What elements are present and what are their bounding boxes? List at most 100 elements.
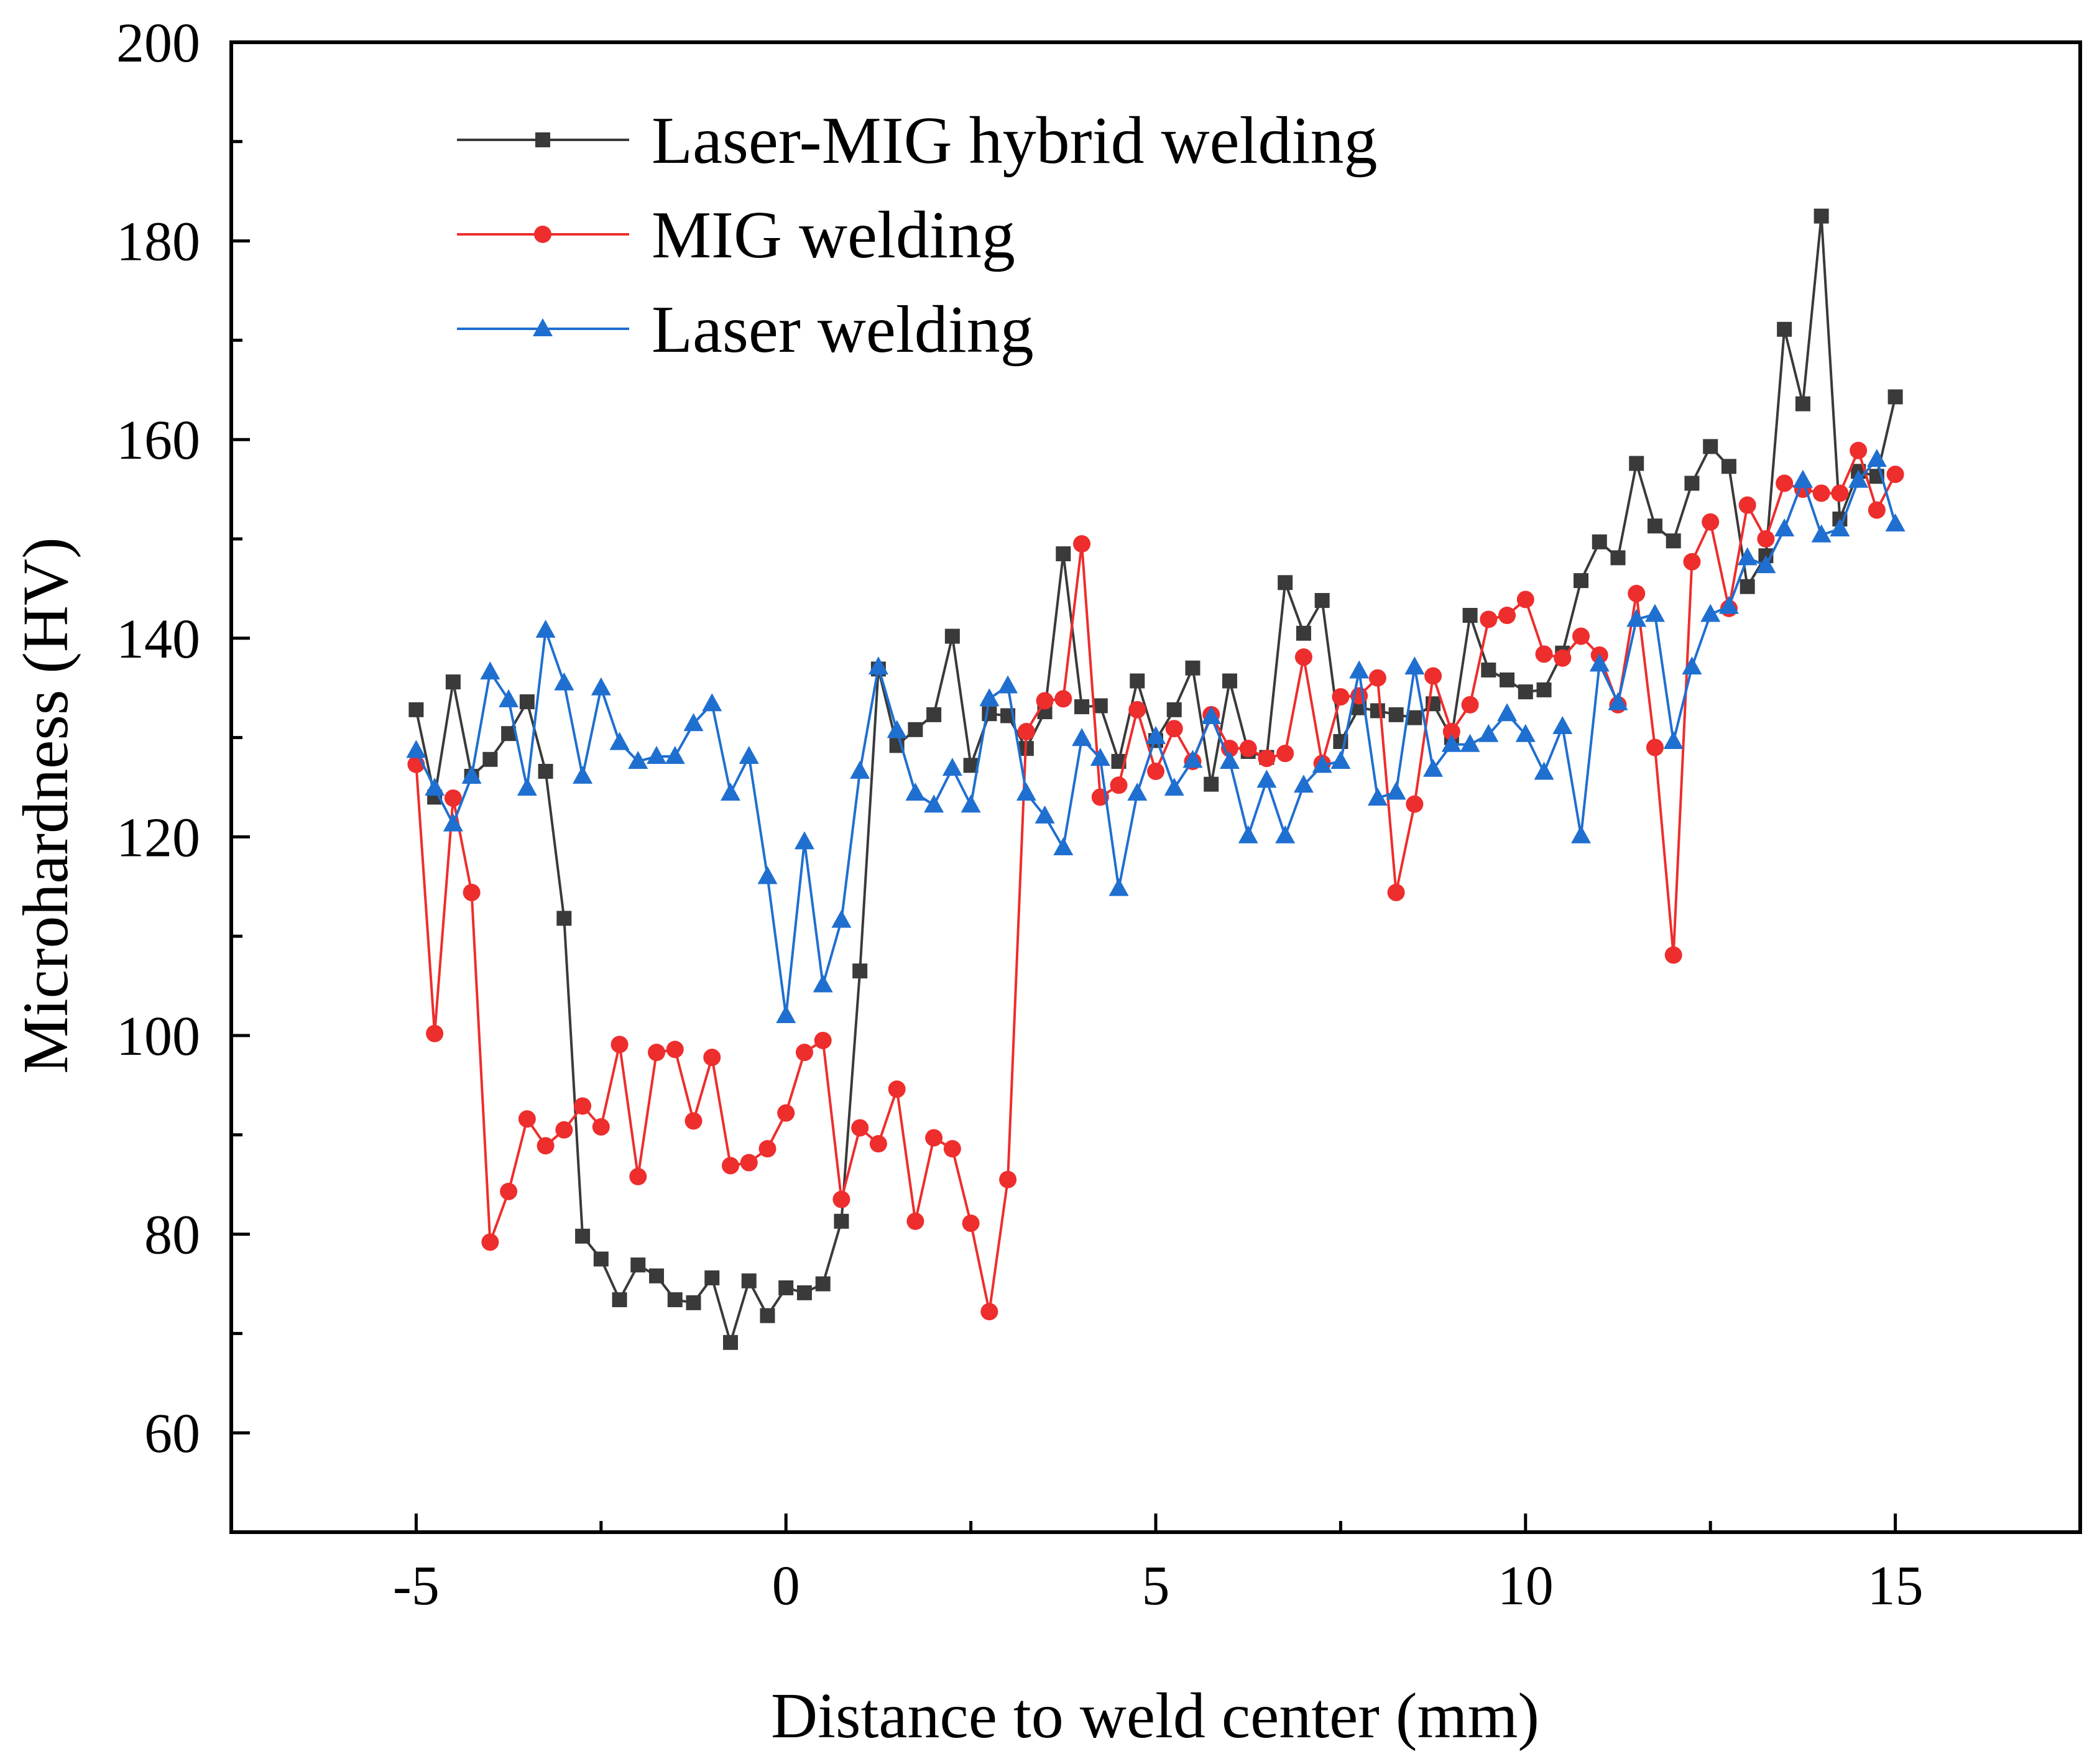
data-point-laser-mig-hybrid-welding bbox=[704, 1270, 720, 1285]
data-point-laser-mig-hybrid-welding bbox=[1684, 475, 1700, 491]
data-point-mig-welding bbox=[1664, 946, 1682, 964]
data-point-laser-mig-hybrid-welding bbox=[1481, 662, 1496, 678]
data-point-laser-mig-hybrid-welding bbox=[408, 702, 424, 717]
data-point-laser-mig-hybrid-welding bbox=[612, 1292, 627, 1308]
data-point-laser-welding bbox=[1182, 750, 1203, 768]
data-point-mig-welding bbox=[426, 1024, 444, 1042]
data-point-laser-mig-hybrid-welding bbox=[1647, 518, 1662, 534]
data-point-laser-welding bbox=[1016, 783, 1036, 801]
series-laser-welding bbox=[406, 449, 1906, 1024]
data-point-mig-welding bbox=[999, 1170, 1017, 1188]
y-tick-label: 160 bbox=[116, 410, 200, 471]
data-point-laser-mig-hybrid-welding bbox=[944, 628, 960, 644]
data-point-laser-mig-hybrid-welding bbox=[1703, 439, 1718, 454]
data-point-laser-welding bbox=[554, 672, 574, 691]
data-point-laser-mig-hybrid-welding bbox=[1740, 579, 1755, 594]
data-point-laser-mig-hybrid-welding bbox=[1166, 702, 1182, 717]
series-mig-welding bbox=[407, 441, 1904, 1321]
data-point-laser-mig-hybrid-welding bbox=[482, 751, 498, 767]
legend-marker bbox=[535, 132, 550, 147]
data-point-mig-welding bbox=[1332, 688, 1350, 706]
data-point-laser-welding bbox=[1626, 609, 1647, 627]
data-point-laser-mig-hybrid-welding bbox=[1666, 533, 1681, 549]
data-point-laser-mig-hybrid-welding bbox=[630, 1257, 646, 1273]
data-point-laser-mig-hybrid-welding bbox=[760, 1308, 775, 1323]
data-point-mig-welding bbox=[1054, 690, 1072, 708]
data-point-laser-mig-hybrid-welding bbox=[1887, 389, 1903, 405]
data-point-laser-welding bbox=[1053, 837, 1074, 855]
data-point-laser-welding bbox=[794, 831, 814, 850]
data-point-laser-mig-hybrid-welding bbox=[1592, 534, 1607, 549]
data-point-mig-welding bbox=[1461, 696, 1479, 714]
data-point-laser-mig-hybrid-welding bbox=[445, 674, 461, 690]
data-point-mig-welding bbox=[1128, 701, 1146, 719]
data-point-laser-welding bbox=[1201, 706, 1222, 725]
data-point-mig-welding bbox=[851, 1119, 869, 1137]
data-point-laser-welding bbox=[1441, 733, 1462, 752]
data-point-laser-welding bbox=[1349, 660, 1370, 679]
x-tick-label: 10 bbox=[1498, 1555, 1554, 1617]
data-point-mig-welding bbox=[869, 1135, 887, 1153]
data-point-laser-welding bbox=[425, 778, 445, 796]
data-point-laser-welding bbox=[868, 656, 888, 675]
data-point-mig-welding bbox=[888, 1080, 906, 1098]
data-point-laser-mig-hybrid-welding bbox=[538, 763, 553, 779]
data-point-laser-mig-hybrid-welding bbox=[1462, 608, 1478, 623]
data-point-laser-welding bbox=[1552, 716, 1573, 735]
x-tick-label: 0 bbox=[772, 1555, 800, 1617]
data-point-mig-welding bbox=[1294, 648, 1312, 666]
data-point-laser-mig-hybrid-welding bbox=[1222, 673, 1237, 689]
y-tick-label: 100 bbox=[116, 1006, 200, 1067]
data-point-laser-welding bbox=[1608, 692, 1628, 710]
data-point-laser-welding bbox=[1330, 750, 1351, 769]
legend-label: Laser welding bbox=[652, 293, 1034, 367]
data-point-laser-welding bbox=[1293, 774, 1314, 793]
data-point-laser-welding bbox=[1256, 769, 1277, 788]
data-point-laser-mig-hybrid-welding bbox=[722, 1334, 738, 1350]
data-point-laser-welding bbox=[1718, 595, 1739, 614]
data-point-laser-mig-hybrid-welding bbox=[834, 1213, 849, 1229]
data-point-mig-welding bbox=[1738, 496, 1756, 514]
data-point-laser-mig-hybrid-welding bbox=[926, 707, 942, 722]
data-point-laser-welding bbox=[665, 745, 685, 764]
data-point-mig-welding bbox=[1776, 474, 1794, 492]
data-point-laser-mig-hybrid-welding bbox=[556, 911, 572, 926]
data-point-mig-welding bbox=[795, 1044, 813, 1062]
data-point-laser-welding bbox=[924, 794, 944, 813]
data-point-laser-welding bbox=[647, 745, 667, 764]
data-point-laser-mig-hybrid-welding bbox=[575, 1228, 591, 1244]
data-point-laser-mig-hybrid-welding bbox=[1629, 456, 1644, 471]
data-point-mig-welding bbox=[1572, 627, 1590, 645]
data-point-mig-welding bbox=[943, 1140, 961, 1158]
data-point-laser-mig-hybrid-welding bbox=[1056, 546, 1071, 561]
data-point-laser-welding bbox=[573, 765, 593, 784]
data-point-laser-welding bbox=[461, 765, 482, 784]
data-point-laser-welding bbox=[443, 813, 463, 832]
data-point-mig-welding bbox=[592, 1118, 610, 1136]
data-point-laser-welding bbox=[1885, 513, 1906, 532]
data-point-mig-welding bbox=[721, 1157, 739, 1175]
y-tick-label: 60 bbox=[144, 1403, 200, 1464]
data-point-laser-welding bbox=[1848, 469, 1869, 488]
data-point-mig-welding bbox=[1831, 484, 1849, 502]
data-point-laser-welding bbox=[1830, 518, 1850, 537]
data-point-mig-welding bbox=[832, 1190, 850, 1208]
data-point-mig-welding bbox=[684, 1112, 703, 1130]
data-point-laser-welding bbox=[905, 783, 926, 801]
data-point-mig-welding bbox=[740, 1154, 758, 1172]
data-point-mig-welding bbox=[1036, 692, 1054, 710]
data-point-laser-mig-hybrid-welding bbox=[1721, 459, 1736, 474]
data-point-mig-welding bbox=[611, 1036, 629, 1054]
data-point-laser-welding bbox=[1866, 449, 1887, 467]
data-point-laser-welding bbox=[1663, 730, 1684, 749]
data-point-mig-welding bbox=[1683, 553, 1701, 571]
data-point-mig-welding bbox=[1165, 720, 1183, 738]
data-point-mig-welding bbox=[481, 1233, 499, 1251]
data-point-laser-welding bbox=[535, 620, 556, 638]
data-point-laser-mig-hybrid-welding bbox=[593, 1251, 609, 1267]
legend-item-laser-mig-hybrid-welding: Laser-MIG hybrid welding bbox=[457, 104, 1378, 178]
data-point-mig-welding bbox=[1239, 740, 1257, 758]
data-point-laser-welding bbox=[1238, 825, 1258, 843]
data-point-mig-welding bbox=[1017, 723, 1035, 741]
data-point-laser-welding bbox=[1035, 805, 1055, 824]
